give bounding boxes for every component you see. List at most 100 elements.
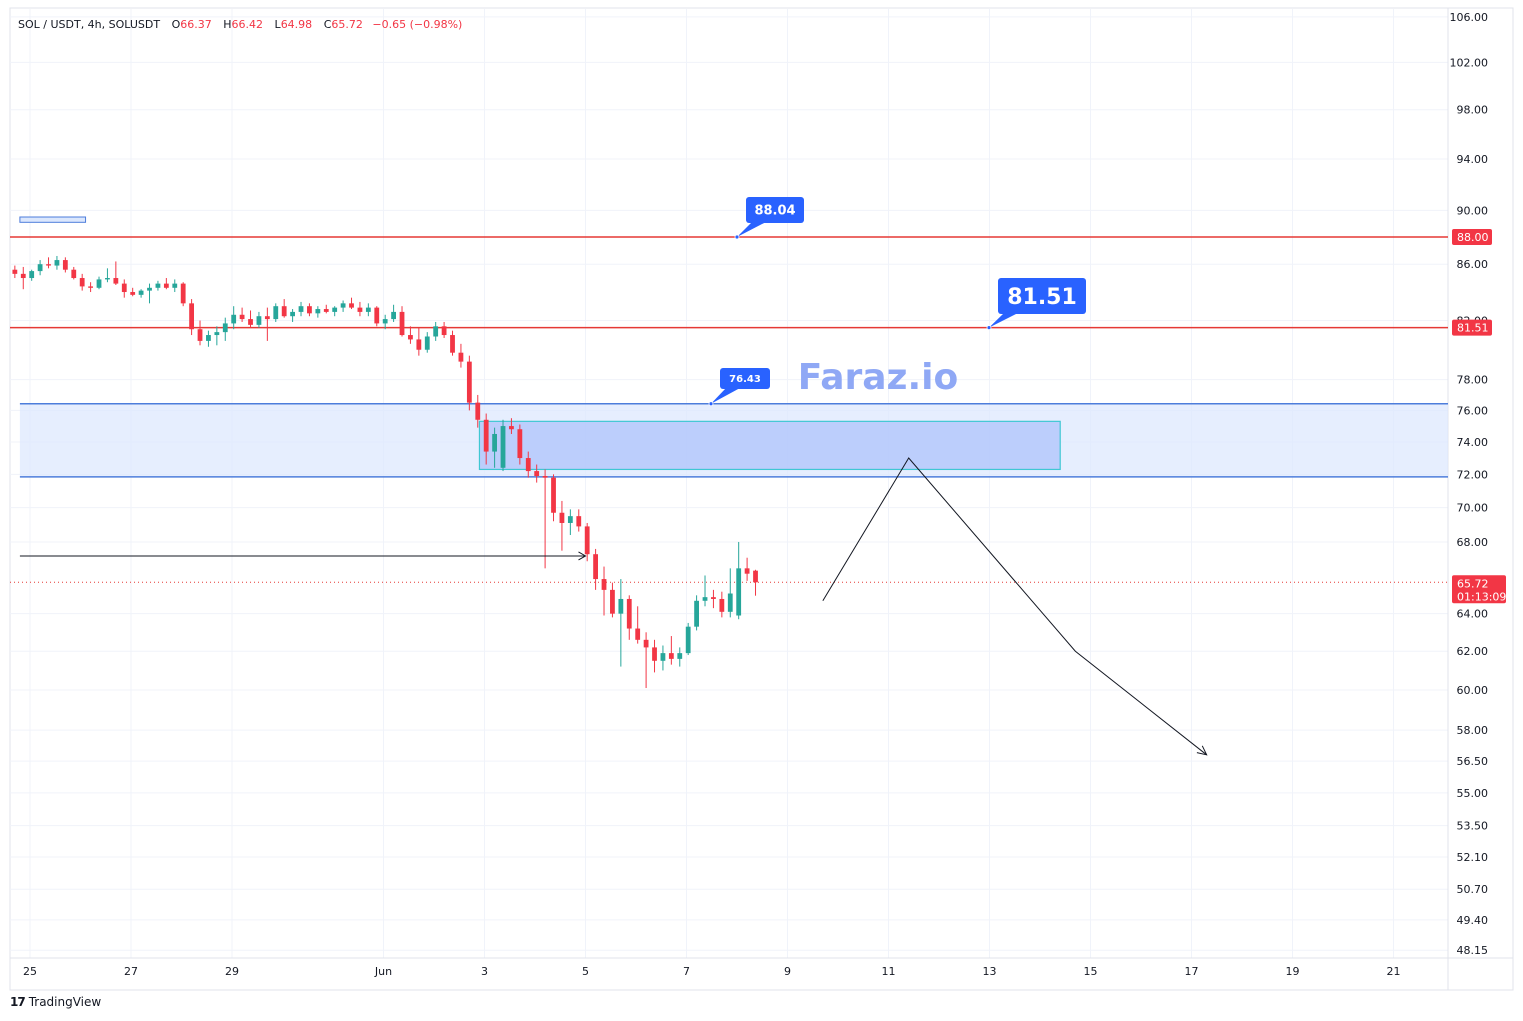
close-label: C [323, 18, 332, 31]
candle-body [163, 283, 169, 288]
candle-body [534, 471, 540, 476]
y-tick-label: 72.00 [1457, 468, 1489, 481]
y-tick-label: 106.00 [1450, 11, 1489, 24]
high-label: H [223, 18, 232, 31]
candle [206, 330, 211, 347]
level-price-tag [1452, 319, 1492, 336]
candle [290, 309, 295, 322]
candle [466, 355, 472, 411]
candle-body [54, 260, 60, 266]
candle-body [660, 653, 666, 661]
candle [20, 266, 26, 290]
candle-body [37, 264, 43, 272]
x-tick-label: 17 [1185, 965, 1199, 978]
candle-body [222, 323, 228, 333]
price-axis[interactable]: 106.00102.0098.0094.0090.0086.0082.0078.… [1450, 11, 1489, 957]
candle [46, 257, 51, 269]
candle [500, 419, 506, 472]
candle-body [46, 264, 51, 266]
candle [214, 326, 220, 346]
candle [29, 269, 35, 281]
y-tick-label: 74.00 [1457, 436, 1489, 449]
candle [660, 645, 666, 671]
projection-arrow-head-icon [1196, 745, 1208, 756]
candle-body [71, 269, 77, 279]
candle [610, 582, 615, 618]
candle [517, 424, 523, 465]
candle [626, 595, 632, 640]
last-price-tag [1452, 575, 1506, 604]
candle-body [408, 335, 413, 340]
drawings[interactable] [19, 457, 1208, 756]
candle-body [584, 526, 590, 555]
y-tick-label: 94.00 [1457, 153, 1489, 166]
countdown-text: 01:13:09 [1457, 590, 1506, 603]
candle-body [626, 598, 632, 629]
candle-body [206, 335, 211, 341]
candle-body [483, 419, 489, 452]
candle [668, 636, 674, 665]
y-tick-label: 58.00 [1457, 724, 1489, 737]
y-tick-label: 98.00 [1457, 104, 1489, 117]
candle [256, 311, 262, 328]
candle-body [441, 326, 447, 336]
y-tick-label: 76.00 [1457, 404, 1489, 417]
candle [163, 278, 169, 290]
candle-body [433, 326, 439, 337]
candle [197, 320, 203, 346]
y-tick-label: 64.00 [1457, 608, 1489, 621]
callout-box [746, 197, 804, 223]
candle [62, 257, 68, 273]
candle [694, 595, 699, 631]
callout-81.51: 81.51 [986, 278, 1086, 331]
candle-body [382, 319, 388, 324]
candle [677, 647, 683, 667]
arrow-head-icon [578, 551, 587, 561]
candle [399, 306, 405, 337]
candle [542, 469, 548, 569]
candle [753, 569, 758, 596]
time-axis[interactable]: 25 27 29 Jun 3 5 7 9 11 13 15 17 19 21 [23, 965, 1401, 978]
candle [576, 509, 582, 532]
candle-body [416, 339, 422, 350]
candle-body [298, 306, 304, 312]
candle [315, 306, 321, 318]
callout-box [720, 368, 770, 389]
order-block-box [478, 420, 1061, 471]
y-tick-label: 86.00 [1457, 258, 1489, 271]
high-value: 66.42 [231, 18, 264, 31]
candle-body [601, 579, 607, 590]
candle-body [736, 568, 742, 616]
candle [408, 326, 413, 344]
candle-body [365, 307, 371, 312]
candle [307, 303, 312, 317]
low-value: 64.98 [280, 18, 313, 31]
candle [635, 606, 641, 644]
candle [711, 589, 716, 609]
candle-body [466, 361, 472, 403]
symbol-title[interactable]: SOL / USDT, 4h, SOLUSDT [18, 18, 161, 31]
candle-body [349, 303, 354, 308]
price-callouts[interactable]: 88.04 81.51 76.43 [708, 197, 1086, 407]
tradingview-logo[interactable]: 17 TradingView [10, 995, 101, 1009]
candle-body [20, 273, 26, 279]
y-tick-label: 78.00 [1457, 374, 1489, 387]
candle [12, 265, 18, 279]
candle [37, 260, 43, 276]
candle-body [273, 306, 279, 320]
candle [357, 301, 363, 317]
candles [12, 255, 758, 689]
horizontal-levels[interactable] [10, 236, 1448, 583]
callout-text: 76.43 [729, 374, 761, 385]
y-tick-label: 48.15 [1457, 944, 1489, 957]
candle-body [357, 307, 363, 312]
y-tick-label: 60.00 [1457, 684, 1489, 697]
candle-body [567, 516, 573, 523]
candle [525, 451, 531, 478]
candle [147, 283, 152, 304]
x-tick-label: 15 [1084, 965, 1098, 978]
candle-body [214, 332, 220, 336]
candle-body [239, 314, 245, 320]
candle [551, 474, 556, 522]
